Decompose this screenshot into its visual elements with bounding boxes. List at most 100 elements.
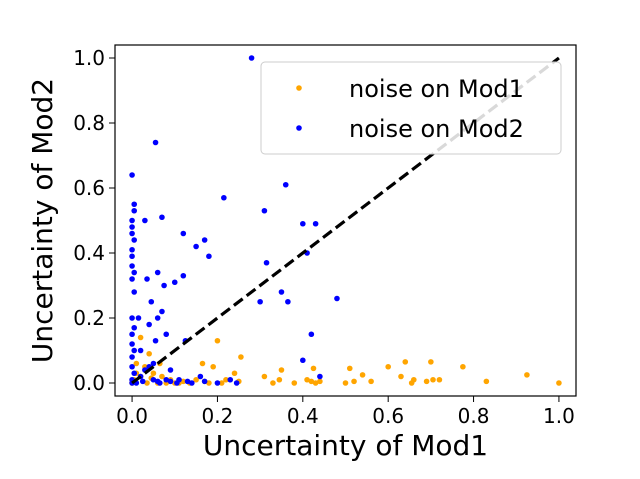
point-series-1-19 [129, 363, 135, 370]
point-series-1-68 [334, 295, 340, 302]
point-series-1-54 [233, 380, 240, 386]
point-series-0-55 [137, 334, 144, 341]
point-series-0-17 [199, 360, 206, 367]
point-series-0-37 [342, 380, 349, 386]
point-series-0-16 [193, 376, 199, 383]
point-series-1-61 [285, 298, 291, 305]
point-series-1-58 [263, 259, 270, 266]
point-series-1-11 [129, 276, 135, 282]
diagonal-reference-line [131, 56, 560, 385]
point-series-0-7 [150, 370, 157, 377]
point-series-1-34 [154, 269, 161, 276]
point-series-0-42 [385, 363, 391, 370]
point-series-1-7 [129, 246, 135, 253]
point-series-1-17 [131, 347, 138, 354]
point-series-0-34 [310, 365, 317, 372]
point-series-0-56 [133, 360, 140, 367]
point-series-1-40 [163, 331, 170, 338]
point-series-1-63 [300, 220, 306, 227]
point-series-1-35 [154, 315, 161, 321]
point-series-1-25 [139, 378, 146, 385]
point-series-0-32 [304, 376, 310, 383]
point-series-1-3 [129, 217, 135, 224]
point-series-0-39 [351, 378, 357, 385]
point-series-1-32 [152, 139, 159, 146]
point-series-1-20 [131, 370, 138, 377]
point-series-1-67 [317, 373, 323, 380]
point-series-1-45 [180, 272, 187, 279]
point-series-0-51 [460, 363, 466, 370]
point-series-1-59 [278, 289, 285, 295]
y-tick-label: 1.0 [73, 46, 105, 70]
point-series-0-6 [146, 350, 152, 357]
point-series-0-26 [238, 354, 244, 360]
legend-label-noise-on-mod2: noise on Mod2 [349, 115, 524, 143]
point-series-1-51 [206, 253, 212, 260]
point-series-0-47 [423, 378, 430, 385]
point-series-1-37 [159, 214, 165, 221]
point-series-1-6 [131, 237, 138, 243]
point-series-1-24 [137, 347, 144, 354]
x-tick-label: 0.6 [372, 404, 404, 428]
point-series-1-53 [221, 194, 227, 201]
point-series-1-14 [131, 324, 138, 331]
y-tick-label: 0.4 [73, 241, 105, 265]
point-series-1-4 [129, 224, 135, 230]
point-series-1-27 [144, 276, 150, 282]
point-series-0-41 [368, 378, 374, 385]
point-series-1-73 [154, 378, 161, 385]
point-series-1-23 [135, 315, 142, 321]
point-series-1-72 [150, 376, 157, 383]
legend-box [260, 61, 562, 155]
point-series-1-9 [129, 263, 135, 269]
point-series-0-33 [308, 378, 315, 385]
point-series-0-30 [278, 367, 285, 373]
legend-label-noise-on-mod1: noise on Mod1 [349, 75, 524, 103]
point-series-1-75 [167, 367, 174, 373]
point-series-1-30 [148, 298, 155, 305]
point-series-1-39 [161, 282, 167, 289]
point-series-1-15 [129, 331, 135, 338]
point-series-0-44 [402, 359, 409, 365]
point-series-1-47 [184, 378, 191, 385]
point-series-0-21 [214, 337, 221, 344]
point-series-0-36 [317, 378, 323, 385]
point-series-0-22 [218, 380, 225, 386]
y-tick-label: 0.6 [73, 176, 105, 200]
point-series-1-74 [163, 376, 170, 383]
point-series-1-31 [150, 360, 157, 367]
point-series-0-50 [436, 376, 443, 383]
point-series-1-26 [142, 217, 148, 224]
point-series-1-5 [129, 230, 135, 237]
point-series-1-42 [171, 279, 178, 286]
point-series-1-52 [214, 380, 221, 386]
point-series-0-10 [159, 373, 165, 380]
point-series-0-54 [556, 380, 562, 386]
point-series-0-19 [206, 380, 212, 386]
point-series-0-49 [430, 376, 436, 383]
point-series-1-38 [159, 308, 165, 315]
y-axis-title: Uncertainty of Mod2 [26, 78, 59, 363]
x-axis-title: Uncertainty of Mod1 [203, 429, 488, 462]
legend-marker-noise-on-mod2 [296, 125, 302, 131]
axes-frame [114, 44, 577, 397]
x-tick-label: 0.8 [458, 404, 490, 428]
point-series-0-28 [270, 380, 276, 386]
point-series-1-29 [146, 321, 152, 328]
point-series-1-50 [201, 237, 208, 243]
point-series-1-48 [193, 243, 199, 250]
point-series-0-27 [261, 373, 268, 380]
point-series-1-55 [248, 55, 255, 61]
point-series-0-38 [346, 365, 353, 372]
y-tick-label: 0.8 [73, 111, 105, 135]
x-tick-label: 1.0 [543, 404, 575, 428]
point-series-1-79 [227, 376, 234, 383]
point-series-1-57 [261, 207, 268, 214]
point-series-1-1 [131, 201, 138, 208]
point-series-1-8 [129, 253, 135, 260]
x-tick-label: 0.0 [116, 404, 148, 428]
point-series-0-35 [312, 380, 319, 386]
point-series-1-41 [167, 378, 174, 385]
y-tick-label: 0.2 [73, 306, 105, 330]
